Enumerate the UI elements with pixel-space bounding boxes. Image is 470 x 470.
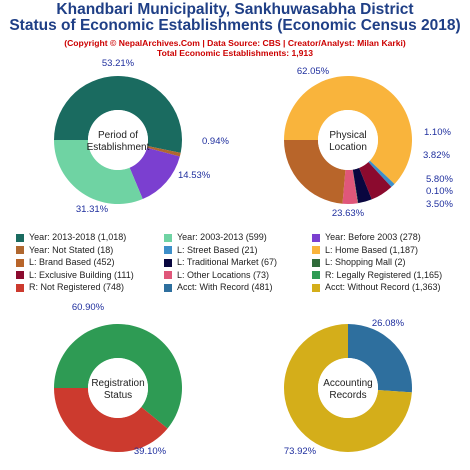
donut-slice [54, 388, 168, 452]
legend-label: Acct: With Record (481) [177, 282, 273, 292]
slice-percentage-label: 73.92% [284, 446, 317, 457]
legend-swatch [16, 283, 24, 292]
copyright-note: (Copyright © NepalArchives.Com | Data So… [64, 38, 406, 48]
donut-slice [54, 140, 143, 205]
legend-label: L: Street Based (21) [177, 244, 258, 255]
chart-title-line-2: Status of Economic Establishments (Econo… [9, 17, 461, 34]
legend: Year: 2013-2018 (1,018) Year: 2003-2013 (… [16, 232, 466, 294]
slice-percentage-label: 53.21% [102, 58, 135, 69]
slice-percentage-label: 39.10% [134, 446, 167, 457]
slice-percentage-label: 0.10% [426, 186, 453, 197]
donut-slice [342, 169, 358, 204]
legend-label: Year: Not Stated (18) [29, 244, 114, 255]
legend-label: Year: 2013-2018 (1,018) [29, 232, 127, 242]
legend-item: Year: 2003-2013 (599) [164, 232, 312, 244]
slice-percentage-label: 5.80% [426, 174, 453, 185]
donut-center-label: Location [329, 142, 367, 153]
legend-label: R: Legally Registered (1,165) [325, 269, 443, 280]
donut-slice [284, 76, 412, 184]
legend-label: L: Other Locations (73) [177, 269, 270, 280]
donut-center-label: Establishment [87, 142, 150, 153]
legend-swatch [164, 233, 172, 242]
legend-item: Year: 2013-2018 (1,018) [16, 232, 164, 244]
donut-slice [359, 162, 392, 200]
legend-item: L: Brand Based (452) [16, 257, 164, 269]
slice-percentage-label: 3.82% [423, 150, 450, 161]
legend-swatch [164, 271, 172, 280]
total-establishments: Total Economic Establishments: 1,913 [156, 48, 313, 58]
slice-percentage-label: 3.50% [426, 199, 453, 210]
donut-slice [352, 167, 372, 204]
donut-slice [129, 147, 180, 200]
legend-item: L: Home Based (1,187) [312, 245, 466, 257]
donut-center-label: Period of [98, 130, 138, 141]
donut-hole [318, 358, 378, 418]
legend-label: Year: Before 2003 (278) [325, 232, 421, 242]
legend-label: L: Traditional Market (67) [177, 257, 278, 267]
legend-swatch [312, 258, 320, 267]
slice-percentage-label: 0.94% [202, 136, 229, 147]
legend-swatch [312, 246, 320, 255]
donut-hole [88, 110, 148, 170]
donut-slice [146, 146, 181, 157]
legend-item: Acct: Without Record (1,363) [312, 282, 466, 294]
donut-center-label: Registration [91, 378, 144, 389]
legend-swatch [164, 283, 172, 292]
legend-label: L: Shopping Mall (2) [325, 257, 406, 267]
slice-percentage-label: 14.53% [178, 170, 211, 181]
legend-item: R: Not Registered (748) [16, 282, 164, 294]
legend-item: L: Other Locations (73) [164, 270, 312, 282]
donut-slice [352, 169, 359, 204]
donut-center-label: Accounting [323, 378, 372, 389]
slice-percentage-label: 26.08% [372, 318, 405, 329]
legend-swatch [16, 258, 24, 267]
legend-label: L: Exclusive Building (111) [29, 269, 134, 280]
legend-item: L: Exclusive Building (111) [16, 270, 164, 282]
donut-hole [88, 358, 148, 418]
legend-swatch [312, 283, 320, 292]
slice-percentage-label: 23.63% [332, 208, 365, 219]
donut-slice [54, 76, 182, 153]
donut-slice [54, 323, 182, 429]
legend-item: Acct: With Record (481) [164, 282, 312, 294]
donut-center-label: Records [329, 390, 366, 401]
legend-swatch [16, 271, 24, 280]
slice-percentage-label: 60.90% [72, 302, 105, 313]
legend-label: Acct: Without Record (1,363) [325, 282, 441, 292]
legend-label: R: Not Registered (748) [29, 282, 125, 292]
donut-slice [284, 140, 346, 204]
slice-percentage-label: 62.05% [297, 66, 330, 77]
legend-item: R: Legally Registered (1,165) [312, 270, 466, 282]
legend-label: L: Home Based (1,187) [325, 244, 419, 255]
donut-center-label: Physical [329, 130, 366, 141]
legend-item: L: Shopping Mall (2) [312, 257, 466, 269]
legend-label: L: Brand Based (452) [29, 257, 115, 267]
legend-swatch [16, 246, 24, 255]
legend-item: Year: Not Stated (18) [16, 245, 164, 257]
legend-swatch [312, 271, 320, 280]
legend-item: L: Traditional Market (67) [164, 257, 312, 269]
donut-center-label: Status [104, 390, 132, 401]
legend-swatch [164, 246, 172, 255]
legend-swatch [312, 233, 320, 242]
slice-percentage-label: 1.10% [424, 127, 451, 138]
slice-percentage-label: 31.31% [76, 204, 109, 215]
chart-title-line-1: Khandbari Municipality, Sankhuwasabha Di… [56, 1, 414, 18]
legend-swatch [164, 258, 172, 267]
legend-swatch [16, 233, 24, 242]
donut-slice [348, 324, 412, 393]
legend-label: Year: 2003-2013 (599) [177, 232, 267, 242]
legend-item: L: Street Based (21) [164, 245, 312, 257]
legend-item: Year: Before 2003 (278) [312, 232, 466, 244]
donut-slice [284, 324, 412, 452]
donut-slice [368, 160, 395, 188]
donut-hole [318, 110, 378, 170]
